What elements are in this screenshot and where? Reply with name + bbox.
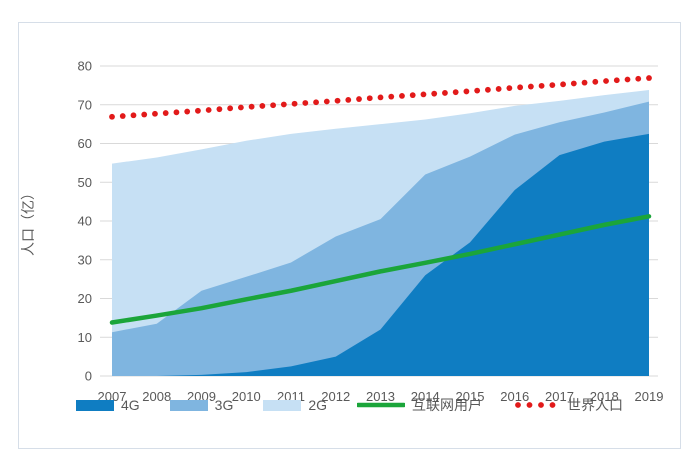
x-tick-label: 2019 bbox=[635, 389, 664, 404]
world-population-dot bbox=[527, 83, 534, 90]
y-tick-label: 50 bbox=[78, 175, 92, 190]
legend-swatch-dots bbox=[515, 402, 556, 408]
y-tick-label: 0 bbox=[85, 369, 92, 384]
world-population-dot bbox=[624, 76, 631, 83]
legend-swatch-area bbox=[263, 399, 302, 411]
y-tick-label: 60 bbox=[78, 136, 92, 151]
world-population-dot bbox=[119, 113, 126, 119]
legend-swatch-area bbox=[75, 399, 114, 411]
world-population-dot bbox=[613, 77, 620, 84]
world-population-dot bbox=[227, 105, 234, 112]
world-population-dot bbox=[270, 102, 276, 109]
world-population-dot bbox=[302, 100, 309, 106]
world-population-dot bbox=[377, 94, 384, 101]
world-population-dot bbox=[184, 108, 191, 115]
world-population-dot bbox=[141, 111, 148, 118]
chart-frame: 0 10 20 30 40 50 60 70 80 2007 2008 2009 2010 2011 20… bbox=[18, 22, 681, 449]
legend-swatch-line bbox=[357, 402, 406, 408]
legend-dot bbox=[549, 402, 556, 408]
world-population-dot bbox=[216, 106, 223, 113]
legend-dot bbox=[526, 402, 533, 408]
x-tick-label: 2016 bbox=[500, 389, 529, 404]
legend-item-2g: 2G bbox=[263, 398, 327, 412]
world-population-dot bbox=[463, 88, 470, 95]
world-population-dot bbox=[517, 84, 524, 91]
world-population-dot bbox=[130, 112, 137, 119]
world-population-dot bbox=[560, 81, 566, 88]
y-axis-title: 人口（亿） bbox=[20, 186, 36, 256]
world-population-dot bbox=[205, 107, 212, 113]
x-tick-label: 2018 bbox=[590, 389, 619, 404]
x-axis-tick-labels: 2007 2008 2009 2010 2011 2012 2013 2014 2015 2016… bbox=[98, 389, 664, 404]
legend-dot bbox=[538, 402, 544, 408]
world-population-dot bbox=[581, 79, 588, 86]
chart-legend: 4G 3G 2G 互联网用户 世界人口 bbox=[0, 398, 699, 412]
world-population-dot bbox=[399, 92, 405, 99]
world-population-dot bbox=[506, 85, 513, 92]
world-population-dot bbox=[248, 103, 255, 110]
world-population-dot bbox=[195, 107, 201, 114]
legend-swatch-area bbox=[169, 399, 208, 411]
x-tick-label: 2012 bbox=[321, 389, 350, 404]
y-axis-tick-labels: 0 10 20 30 40 50 60 70 80 bbox=[78, 59, 92, 384]
legend-item-世界人口: 世界人口 bbox=[512, 398, 623, 412]
world-population-dot bbox=[442, 90, 448, 96]
world-population-dot bbox=[259, 103, 266, 109]
world-population-dot bbox=[592, 78, 599, 85]
line-series bbox=[109, 75, 652, 325]
y-tick-label: 70 bbox=[78, 97, 92, 112]
world-population-dot bbox=[474, 87, 481, 94]
x-tick-label: 2008 bbox=[142, 389, 171, 404]
world-population-dot bbox=[409, 92, 416, 99]
legend-item-4g: 4G bbox=[75, 397, 140, 413]
y-tick-label: 10 bbox=[78, 330, 92, 345]
area-4g bbox=[112, 133, 649, 376]
world-population-dot bbox=[431, 90, 438, 97]
world-population-dot bbox=[152, 110, 158, 117]
y-tick-label: 20 bbox=[78, 291, 92, 306]
x-tick-label: 2013 bbox=[366, 389, 395, 404]
x-tick-label: 2015 bbox=[456, 389, 485, 404]
world-population-dot bbox=[291, 100, 298, 107]
world-population-dot bbox=[345, 96, 352, 103]
world-population-dot bbox=[334, 97, 341, 104]
y-tick-label: 40 bbox=[78, 214, 92, 229]
world-population-dot bbox=[162, 110, 169, 116]
x-tick-label: 2014 bbox=[411, 389, 440, 404]
legend-label: 世界人口 bbox=[567, 397, 624, 413]
legend-item-互联网用户: 互联网用户 bbox=[357, 398, 482, 412]
world-population-dot bbox=[356, 96, 362, 102]
world-population-dot bbox=[420, 91, 427, 98]
y-tick-label: 80 bbox=[78, 59, 92, 74]
x-tick-label: 2010 bbox=[232, 389, 261, 404]
legend-item-3g: 3G bbox=[169, 397, 234, 413]
world-population-dot bbox=[313, 99, 319, 106]
y-tick-label: 30 bbox=[78, 252, 92, 267]
world-population-dot bbox=[237, 104, 244, 111]
world-population-dot bbox=[646, 75, 652, 81]
world-population-dot bbox=[388, 93, 395, 100]
world-population-dot bbox=[635, 75, 642, 82]
legend-label: 3G bbox=[214, 397, 234, 413]
world-population-dot bbox=[366, 95, 373, 102]
legend-label: 4G bbox=[120, 397, 140, 413]
area-series bbox=[112, 90, 649, 377]
legend-label: 2G bbox=[308, 397, 328, 413]
world-population-dot bbox=[495, 86, 502, 92]
world-population-dot bbox=[549, 82, 556, 88]
legend-dot bbox=[515, 402, 521, 408]
world-population-dot bbox=[485, 86, 491, 93]
world-population-dot bbox=[452, 89, 459, 96]
world-population-dot bbox=[109, 113, 115, 120]
world-population-dot bbox=[603, 78, 609, 84]
legend-label: 互联网用户 bbox=[412, 397, 483, 413]
internet-users-line bbox=[109, 214, 652, 325]
world-population-dot bbox=[538, 82, 545, 89]
world-population-dot bbox=[173, 109, 180, 116]
x-tick-label: 2017 bbox=[545, 389, 574, 404]
world-population-dot bbox=[280, 101, 287, 108]
world-population-dot bbox=[323, 98, 330, 105]
world-population-dot bbox=[570, 80, 577, 87]
